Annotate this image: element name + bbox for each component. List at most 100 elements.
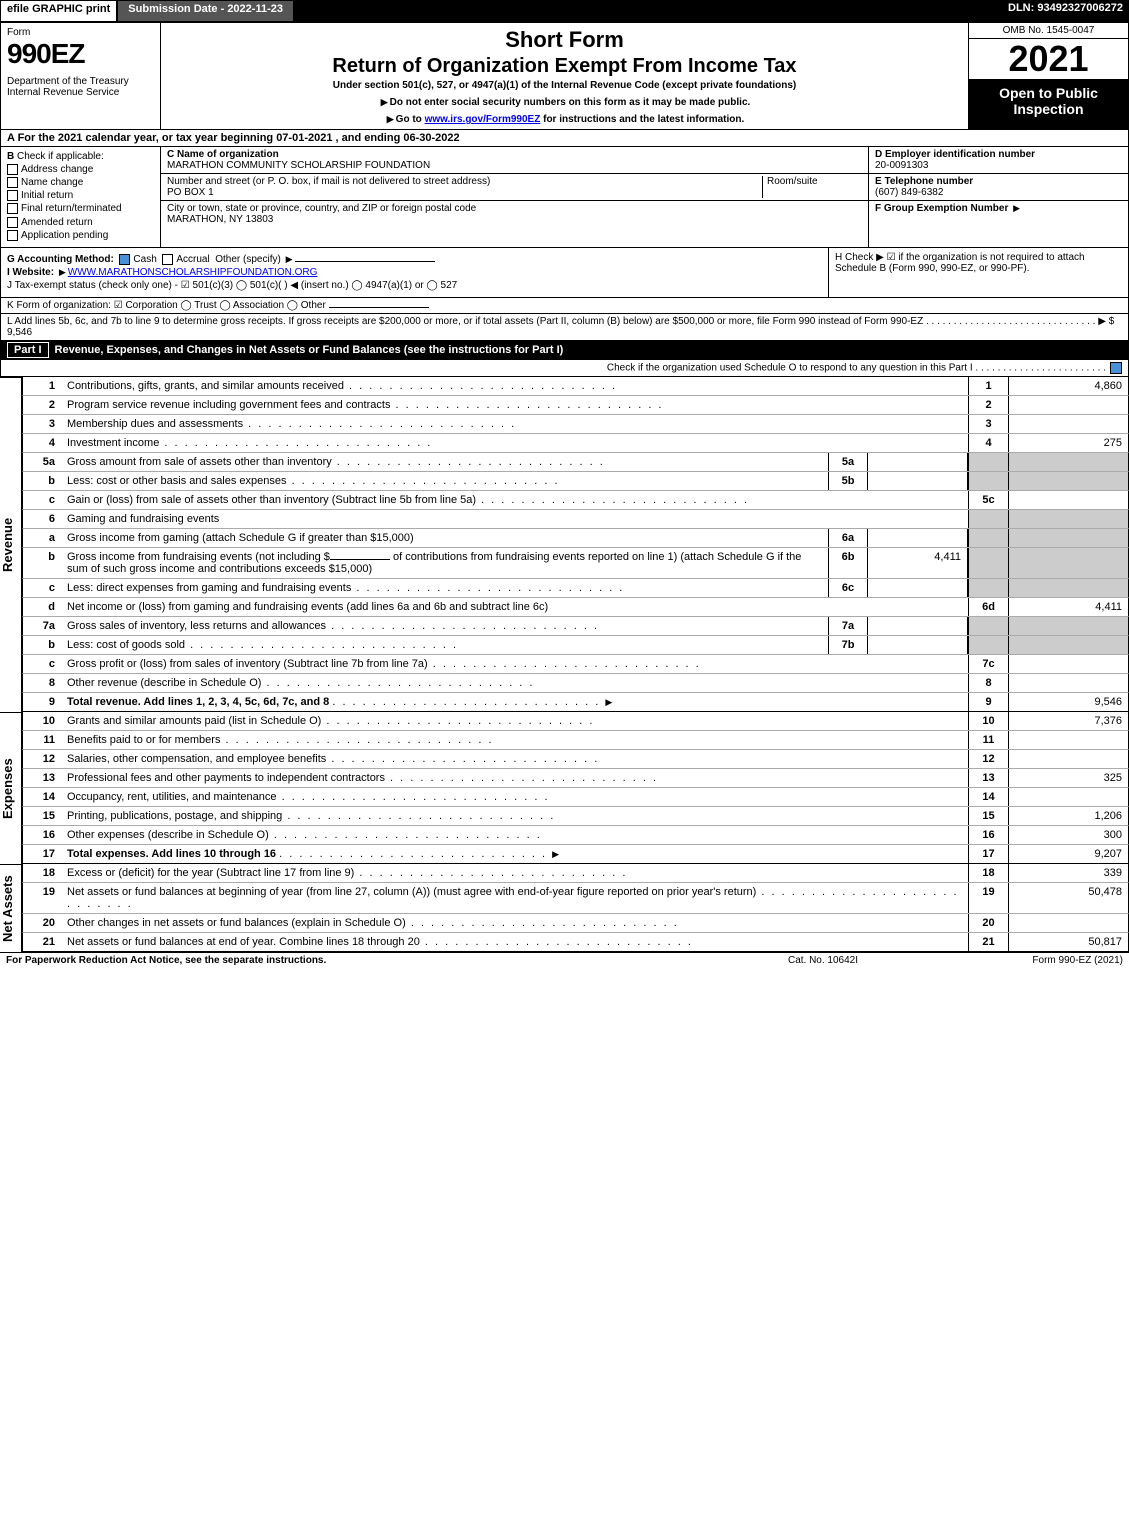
- line-17-value: 9,207: [1008, 845, 1128, 863]
- short-form-title: Short Form: [167, 27, 962, 53]
- netassets-vlabel: Net Assets: [0, 864, 22, 952]
- line-18: Excess or (deficit) for the year (Subtra…: [63, 864, 968, 882]
- line-3: Membership dues and assessments: [63, 415, 968, 433]
- line-19-value: 50,478: [1008, 883, 1128, 913]
- topbar: efile GRAPHIC print Submission Date - 20…: [0, 0, 1129, 22]
- chk-initial-return[interactable]: Initial return: [7, 190, 154, 201]
- line-7c-value: [1008, 655, 1128, 673]
- line-15-value: 1,206: [1008, 807, 1128, 825]
- line-6: Gaming and fundraising events: [63, 510, 968, 528]
- line-6d: Net income or (loss) from gaming and fun…: [63, 598, 968, 616]
- efile-print-button[interactable]: efile GRAPHIC print: [0, 0, 117, 22]
- line-6b: Gross income from fundraising events (no…: [63, 548, 828, 578]
- part1-header: Part IRevenue, Expenses, and Changes in …: [0, 341, 1129, 360]
- submission-date: Submission Date - 2022-11-23: [117, 0, 294, 22]
- ein-value: 20-0091303: [875, 160, 928, 171]
- open-public-inspection: Open to Public Inspection: [969, 79, 1128, 129]
- tax-year: 2021: [969, 39, 1128, 79]
- g-accounting: G Accounting Method: Cash Accrual Other …: [7, 254, 822, 265]
- line-10: Grants and similar amounts paid (list in…: [63, 712, 968, 730]
- line-1-value: 4,860: [1008, 377, 1128, 395]
- chk-name-change[interactable]: Name change: [7, 177, 154, 188]
- chk-schedule-o[interactable]: [1110, 362, 1122, 374]
- line-13: Professional fees and other payments to …: [63, 769, 968, 787]
- line-6a: Gross income from gaming (attach Schedul…: [63, 529, 828, 547]
- line-14: Occupancy, rent, utilities, and maintena…: [63, 788, 968, 806]
- e-tel-label: E Telephone number: [875, 176, 973, 187]
- section-b: B Check if applicable: Address change Na…: [1, 147, 161, 247]
- chk-accrual[interactable]: [162, 254, 173, 265]
- row-a-tax-year: A For the 2021 calendar year, or tax yea…: [0, 130, 1129, 147]
- line-4-value: 275: [1008, 434, 1128, 452]
- line-2-value: [1008, 396, 1128, 414]
- line-5b-value: [868, 472, 968, 490]
- chk-final-return[interactable]: Final return/terminated: [7, 203, 154, 214]
- form-word: Form: [7, 27, 154, 38]
- line-9: Total revenue. Add lines 1, 2, 3, 4, 5c,…: [63, 693, 968, 711]
- org-city: MARATHON, NY 13803: [167, 214, 273, 225]
- k-form-org: K Form of organization: ☑ Corporation ◯ …: [0, 298, 1129, 314]
- line-6c: Less: direct expenses from gaming and fu…: [63, 579, 828, 597]
- line-13-value: 325: [1008, 769, 1128, 787]
- header-mid: Short Form Return of Organization Exempt…: [161, 23, 968, 129]
- dln-label: DLN: 93492327006272: [1002, 0, 1129, 22]
- chk-cash[interactable]: [119, 254, 130, 265]
- section-c: C Name of organizationMARATHON COMMUNITY…: [161, 147, 868, 247]
- line-16-value: 300: [1008, 826, 1128, 844]
- goto-note: Go to www.irs.gov/Form990EZ for instruct…: [167, 114, 962, 125]
- chk-application-pending[interactable]: Application pending: [7, 230, 154, 241]
- j-tax-exempt: J Tax-exempt status (check only one) - ☑…: [7, 280, 822, 291]
- page-footer: For Paperwork Reduction Act Notice, see …: [0, 952, 1129, 968]
- l-gross-receipts: L Add lines 5b, 6c, and 7b to line 9 to …: [0, 314, 1129, 341]
- irs-link[interactable]: www.irs.gov/Form990EZ: [425, 114, 541, 125]
- line-20: Other changes in net assets or fund bala…: [63, 914, 968, 932]
- line-6b-value: 4,411: [868, 548, 968, 578]
- line-7a: Gross sales of inventory, less returns a…: [63, 617, 828, 635]
- line-9-value: 9,546: [1008, 693, 1128, 711]
- form-footer: Form 990-EZ (2021): [923, 955, 1123, 966]
- website-link[interactable]: WWW.MARATHONSCHOLARSHIPFOUNDATION.ORG: [68, 267, 318, 278]
- line-21-value: 50,817: [1008, 933, 1128, 951]
- section-def: D Employer identification number20-00913…: [868, 147, 1128, 247]
- c-street-label: Number and street (or P. O. box, if mail…: [167, 176, 490, 187]
- part1-schedule-o-check: Check if the organization used Schedule …: [0, 360, 1129, 377]
- line-7b-value: [868, 636, 968, 654]
- tel-value: (607) 849-6382: [875, 187, 943, 198]
- return-title: Return of Organization Exempt From Incom…: [167, 55, 962, 78]
- line-11-value: [1008, 731, 1128, 749]
- d-ein-label: D Employer identification number: [875, 149, 1035, 160]
- line-20-value: [1008, 914, 1128, 932]
- line-5a-value: [868, 453, 968, 471]
- chk-amended-return[interactable]: Amended return: [7, 217, 154, 228]
- org-street: PO BOX 1: [167, 187, 214, 198]
- line-12-value: [1008, 750, 1128, 768]
- line-15: Printing, publications, postage, and shi…: [63, 807, 968, 825]
- line-6a-value: [868, 529, 968, 547]
- netassets-section: Net Assets 18Excess or (deficit) for the…: [0, 864, 1129, 952]
- header-right: OMB No. 1545-0047 2021 Open to Public In…: [968, 23, 1128, 129]
- line-19: Net assets or fund balances at beginning…: [63, 883, 968, 913]
- line-7b: Less: cost of goods sold: [63, 636, 828, 654]
- line-5b: Less: cost or other basis and sales expe…: [63, 472, 828, 490]
- line-5c-value: [1008, 491, 1128, 509]
- section-bcde: B Check if applicable: Address change Na…: [0, 147, 1129, 248]
- form-header: Form 990EZ Department of the Treasury In…: [0, 22, 1129, 130]
- line-10-value: 7,376: [1008, 712, 1128, 730]
- cat-no: Cat. No. 10642I: [723, 955, 923, 966]
- expenses-vlabel: Expenses: [0, 712, 22, 864]
- revenue-vlabel: Revenue: [0, 377, 22, 712]
- revenue-section: Revenue 1Contributions, gifts, grants, a…: [0, 377, 1129, 712]
- c-name-label: C Name of organization: [167, 149, 279, 160]
- room-suite-label: Room/suite: [767, 176, 818, 187]
- line-21: Net assets or fund balances at end of ye…: [63, 933, 968, 951]
- line-2: Program service revenue including govern…: [63, 396, 968, 414]
- line-4: Investment income: [63, 434, 968, 452]
- org-name: MARATHON COMMUNITY SCHOLARSHIP FOUNDATIO…: [167, 160, 430, 171]
- line-1: Contributions, gifts, grants, and simila…: [63, 377, 968, 395]
- no-ssn-note: Do not enter social security numbers on …: [167, 97, 962, 108]
- chk-address-change[interactable]: Address change: [7, 164, 154, 175]
- line-12: Salaries, other compensation, and employ…: [63, 750, 968, 768]
- header-left: Form 990EZ Department of the Treasury In…: [1, 23, 161, 129]
- line-6d-value: 4,411: [1008, 598, 1128, 616]
- line-3-value: [1008, 415, 1128, 433]
